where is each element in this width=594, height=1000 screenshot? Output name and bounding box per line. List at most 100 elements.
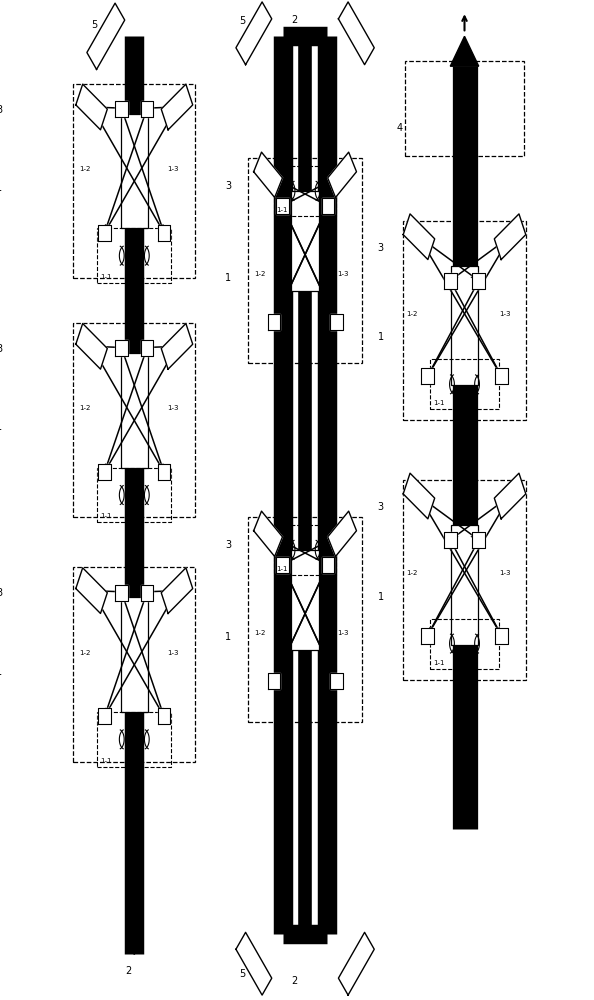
Polygon shape — [276, 198, 289, 214]
Polygon shape — [236, 932, 272, 995]
Bar — [97, 228, 171, 283]
Polygon shape — [321, 557, 334, 573]
Text: · · ·: · · · — [458, 435, 471, 455]
Polygon shape — [450, 36, 479, 66]
Bar — [248, 158, 362, 363]
Polygon shape — [444, 273, 457, 289]
Text: 4: 4 — [396, 123, 402, 133]
Polygon shape — [158, 464, 170, 480]
Bar — [403, 480, 526, 680]
Polygon shape — [158, 225, 170, 241]
Text: 1-2: 1-2 — [406, 570, 418, 576]
Polygon shape — [236, 2, 272, 65]
Text: 1-2: 1-2 — [79, 650, 90, 656]
Polygon shape — [115, 101, 128, 117]
Text: 1: 1 — [0, 667, 2, 677]
Polygon shape — [444, 532, 457, 548]
Text: 3: 3 — [225, 540, 232, 550]
Polygon shape — [330, 314, 343, 330]
Polygon shape — [115, 340, 128, 356]
Text: 1: 1 — [225, 273, 232, 283]
Polygon shape — [472, 532, 485, 548]
Polygon shape — [76, 323, 108, 369]
Polygon shape — [98, 708, 111, 724]
Polygon shape — [115, 585, 128, 601]
Text: 1-3: 1-3 — [499, 570, 510, 576]
Polygon shape — [141, 101, 153, 117]
Polygon shape — [87, 3, 125, 69]
Text: 1-2: 1-2 — [254, 271, 265, 277]
Text: 2: 2 — [291, 15, 297, 25]
Bar — [97, 468, 171, 522]
Text: 1-1: 1-1 — [277, 566, 288, 572]
Bar — [430, 619, 499, 669]
Text: 5: 5 — [348, 16, 354, 26]
Text: 1-1: 1-1 — [100, 513, 112, 519]
Polygon shape — [403, 473, 435, 519]
Polygon shape — [254, 511, 283, 556]
Text: 1-2: 1-2 — [254, 630, 265, 636]
Polygon shape — [76, 84, 108, 130]
Bar — [274, 525, 336, 575]
Text: 5: 5 — [91, 20, 98, 30]
Text: 1-1: 1-1 — [277, 207, 288, 213]
Bar — [73, 84, 195, 278]
Polygon shape — [328, 152, 356, 197]
Polygon shape — [76, 568, 108, 613]
Bar — [403, 221, 526, 420]
Bar — [451, 525, 478, 645]
Polygon shape — [403, 214, 435, 260]
Polygon shape — [254, 152, 283, 197]
Text: 3: 3 — [378, 502, 384, 512]
Polygon shape — [98, 225, 111, 241]
Polygon shape — [339, 2, 374, 65]
Text: 1: 1 — [378, 592, 384, 602]
Polygon shape — [339, 932, 374, 995]
Polygon shape — [158, 708, 170, 724]
Text: 5: 5 — [239, 969, 246, 979]
Polygon shape — [267, 314, 280, 330]
Bar — [121, 114, 148, 228]
Bar — [121, 597, 148, 712]
Polygon shape — [98, 464, 111, 480]
Bar — [73, 567, 195, 762]
Polygon shape — [141, 585, 153, 601]
Polygon shape — [276, 557, 289, 573]
Text: 1-3: 1-3 — [168, 405, 179, 411]
Text: 1-3: 1-3 — [168, 650, 179, 656]
Text: 5: 5 — [239, 16, 246, 26]
Polygon shape — [328, 511, 356, 556]
Text: 3: 3 — [225, 181, 232, 191]
Text: 1-3: 1-3 — [337, 630, 349, 636]
Text: 1-3: 1-3 — [499, 311, 510, 317]
Text: 3: 3 — [0, 588, 2, 598]
Bar — [430, 359, 499, 409]
Bar — [248, 517, 362, 722]
Text: 5: 5 — [348, 969, 354, 979]
Polygon shape — [495, 368, 508, 384]
Bar — [292, 191, 319, 291]
Text: 1: 1 — [0, 183, 2, 193]
Polygon shape — [421, 628, 434, 644]
Text: 1-1: 1-1 — [100, 758, 112, 764]
Text: · · ·: · · · — [299, 435, 312, 455]
Text: 1-2: 1-2 — [406, 311, 418, 317]
Bar — [73, 323, 195, 517]
Bar — [97, 712, 171, 767]
Polygon shape — [494, 214, 526, 260]
Polygon shape — [161, 568, 192, 613]
Text: 1-3: 1-3 — [337, 271, 349, 277]
Bar — [405, 61, 525, 156]
Polygon shape — [161, 323, 192, 369]
Text: 1-1: 1-1 — [100, 274, 112, 280]
Polygon shape — [495, 628, 508, 644]
Text: 3: 3 — [0, 344, 2, 354]
Text: 1-1: 1-1 — [433, 400, 445, 406]
Bar — [121, 353, 148, 468]
Text: 1: 1 — [225, 632, 232, 642]
Polygon shape — [472, 273, 485, 289]
Polygon shape — [267, 673, 280, 689]
Text: 2: 2 — [291, 976, 297, 986]
Polygon shape — [141, 340, 153, 356]
Polygon shape — [421, 368, 434, 384]
